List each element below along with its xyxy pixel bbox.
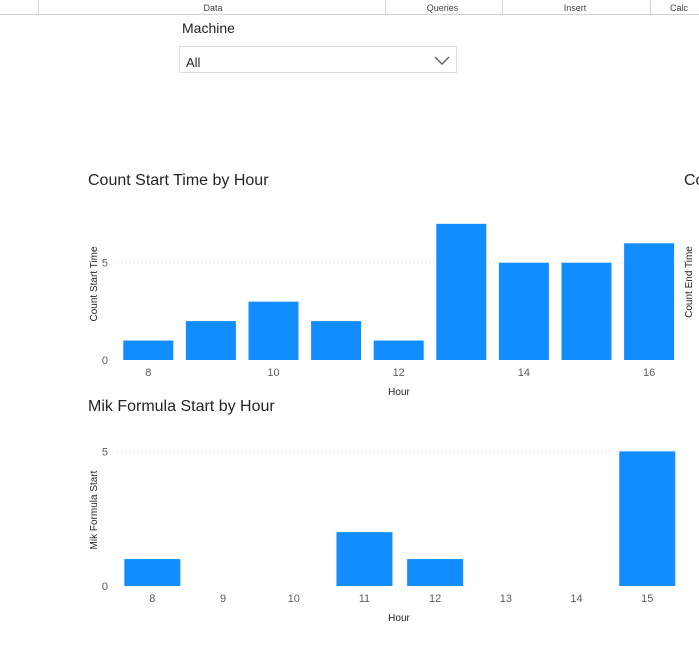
chart1-x-tick-label: 16 [643,367,655,379]
chart2-x-tick-label: 10 [288,593,300,605]
chart1-bar[interactable] [248,301,299,360]
chart1-x-tick-label: 8 [145,367,151,379]
chart2-bar[interactable] [336,532,393,586]
y-axis-label: Count End Time [684,246,695,318]
chart1-bar[interactable] [185,321,236,360]
y-axis-label: Mik Formula Start [89,470,100,549]
chart-mik-formula-start: Mik Formula Start Hour 0 5 8 9 10 11 12 13 14 15 [89,446,682,624]
chart2-y-tick-label: 5 [102,446,108,458]
chart1-y-tick-label: 5 [102,258,108,270]
chart2-bar[interactable] [124,559,181,586]
x-axis-label: Hour [388,613,410,624]
chart1-bar[interactable] [561,262,612,360]
ribbon-separator [502,0,503,14]
chart2-bar[interactable] [407,559,464,586]
chart1-x-tick-label: 10 [267,367,279,379]
chart1-bar[interactable] [311,321,362,360]
machine-dropdown[interactable]: All [179,46,457,73]
chart3-title: Co [684,172,699,189]
x-axis-label: Hour [388,387,410,398]
ribbon-separator [385,0,386,14]
chart1-y-tick-label: 0 [102,355,108,367]
chart2-x-tick-label: 8 [149,593,155,605]
chart2-title: Mik Formula Start by Hour [88,398,275,415]
y-axis-label: Count Start Time [89,246,100,321]
chart2-x-tick-label: 11 [359,593,370,605]
slicer-title: Machine [182,20,235,36]
ribbon-tab-queries[interactable]: Queries [426,3,459,13]
chart2-x-tick-label: 9 [220,593,226,605]
ribbon-tab-calc[interactable]: Calc [670,3,689,13]
chart1-x-tick-label: 12 [393,367,405,379]
dropdown-selected-value: All [186,55,201,70]
chart2-bar[interactable] [619,451,676,586]
chart1-bar[interactable] [436,223,487,360]
chart1-bar[interactable] [123,340,174,360]
chart1-bar[interactable] [373,340,424,360]
chart-count-end-time-partial: Count End Time [684,246,695,318]
ribbon-tab-data[interactable]: Data [203,3,223,13]
chart1-bar[interactable] [498,262,549,360]
chart1-bar[interactable] [624,243,675,360]
chart2-x-tick-label: 13 [500,593,512,605]
ribbon-tab-insert[interactable]: Insert [563,3,587,13]
chart2-x-tick-label: 12 [429,593,441,605]
chevron-down-icon [434,56,450,65]
ribbon-bar: Data Queries Insert Calc [0,0,699,15]
chart2-x-tick-label: 15 [641,593,653,605]
ribbon-separator [650,0,651,14]
ribbon-separator [38,0,39,14]
chart1-title: Count Start Time by Hour [88,172,269,189]
chart-count-start-time: Count Start Time Hour 0 5 8 10 12 14 16 [89,223,682,398]
chart2-x-tick-label: 14 [570,593,582,605]
chart2-y-tick-label: 0 [102,581,108,593]
chart1-x-tick-label: 14 [518,367,530,379]
